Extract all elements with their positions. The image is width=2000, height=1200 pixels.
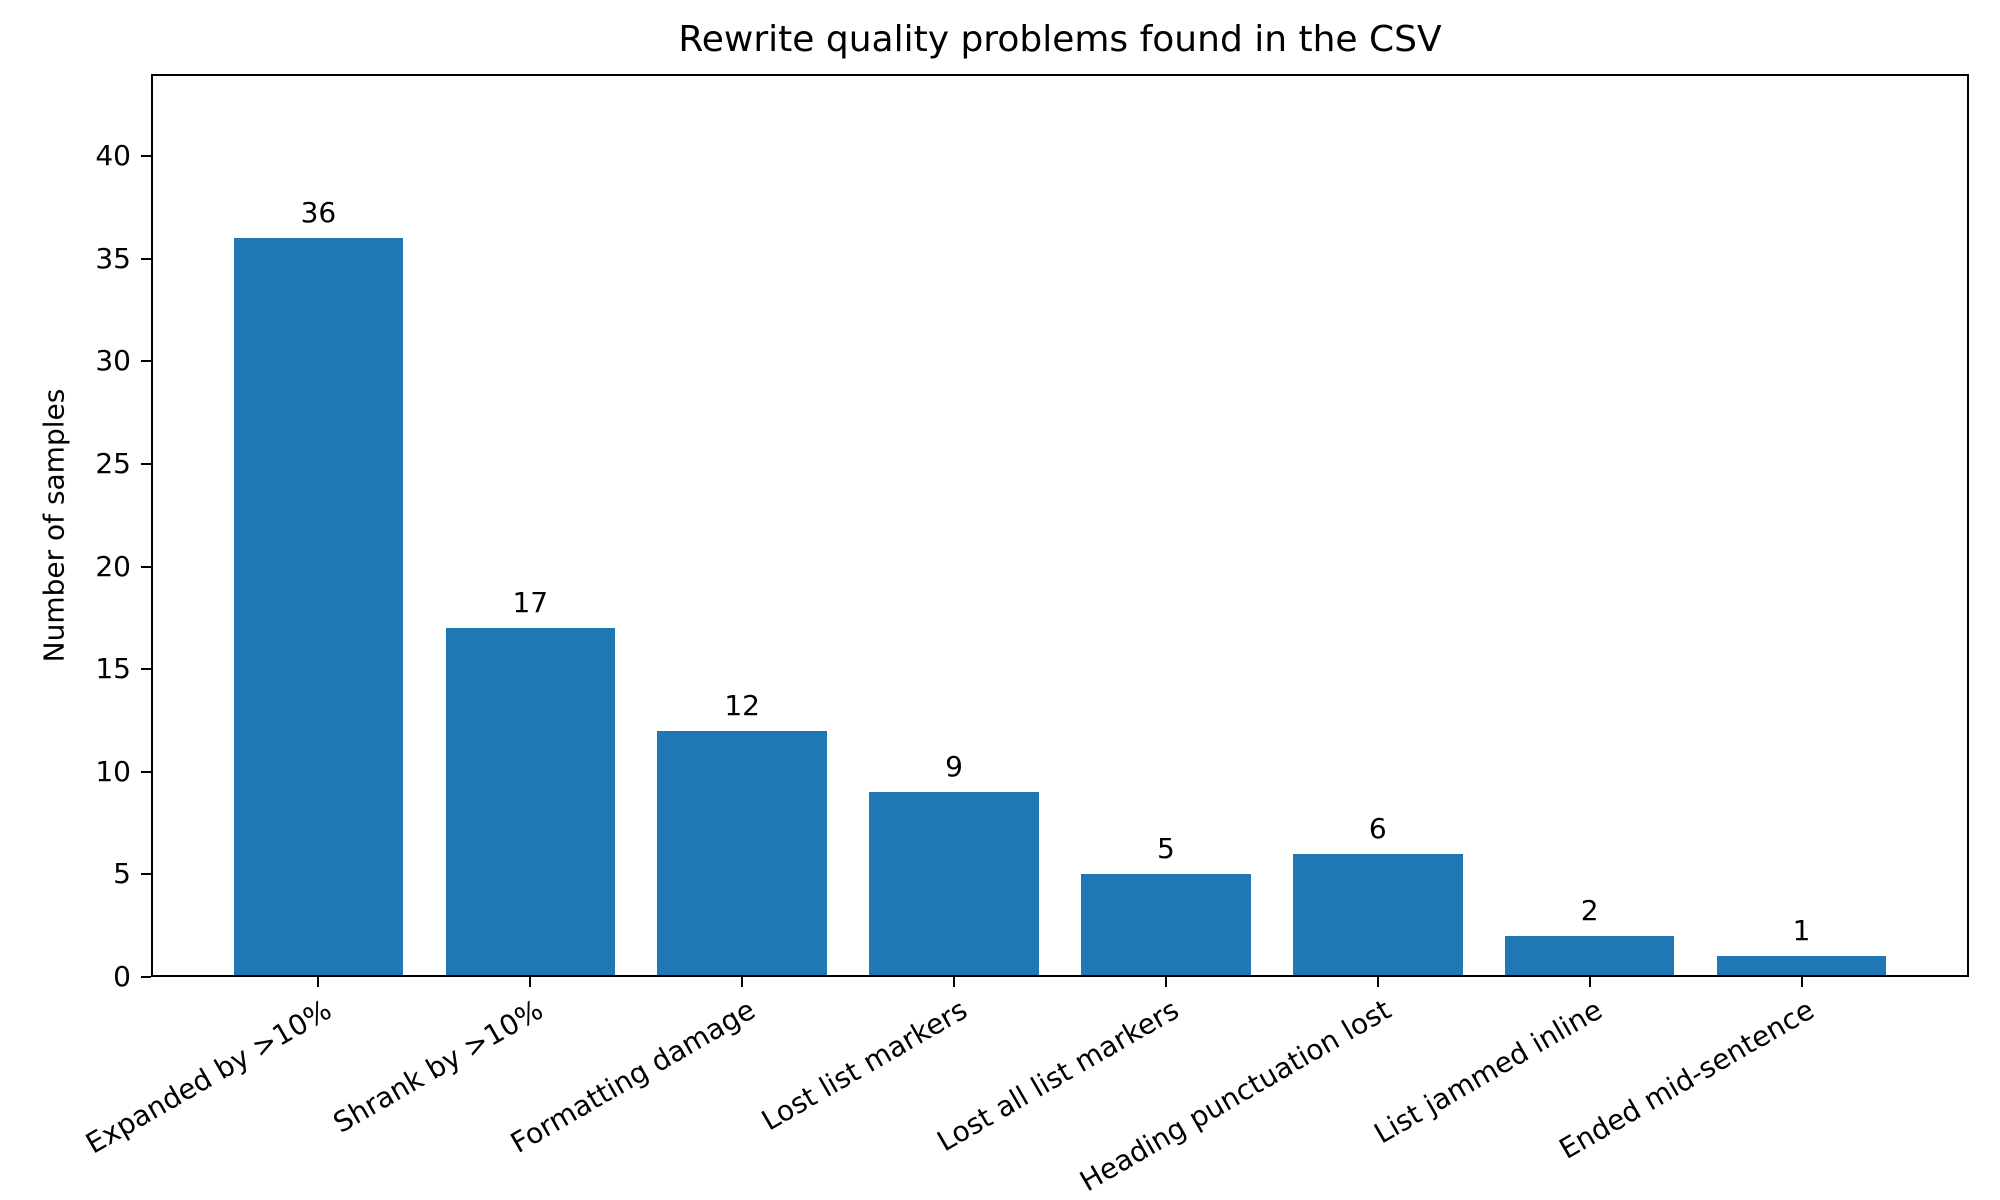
bar bbox=[445, 628, 616, 977]
bar bbox=[1293, 853, 1463, 977]
bar bbox=[233, 238, 404, 977]
y-tick-label: 20 bbox=[95, 549, 131, 583]
y-tick-label: 25 bbox=[95, 446, 131, 480]
bar bbox=[1081, 874, 1251, 977]
bar-value-label: 5 bbox=[1157, 832, 1175, 866]
bar-value-label: 12 bbox=[724, 688, 760, 722]
bar-value-label: 6 bbox=[1368, 811, 1387, 845]
y-tick-mark bbox=[141, 770, 151, 773]
y-tick-label: 40 bbox=[95, 139, 131, 173]
bar-value-label: 17 bbox=[512, 586, 549, 620]
x-tick-mark bbox=[1800, 977, 1803, 987]
x-tick-mark bbox=[741, 977, 744, 987]
y-tick-mark bbox=[141, 565, 151, 568]
bar-value-label: 9 bbox=[945, 750, 963, 784]
y-axis-title: Number of samples bbox=[36, 74, 72, 977]
bar bbox=[1504, 935, 1675, 977]
y-tick-mark bbox=[141, 873, 151, 876]
bar bbox=[1716, 956, 1887, 977]
x-tick-mark bbox=[1376, 977, 1379, 987]
bar bbox=[657, 730, 827, 977]
chart-title: Rewrite quality problems found in the CS… bbox=[678, 19, 1442, 60]
x-tick-mark bbox=[1164, 977, 1167, 987]
bar-value-label: 2 bbox=[1580, 893, 1599, 927]
y-tick-label: 10 bbox=[95, 754, 131, 788]
bar-value-label: 1 bbox=[1792, 914, 1811, 948]
y-tick-label: 35 bbox=[95, 241, 131, 275]
x-tick-mark bbox=[317, 977, 320, 987]
x-tick-label: Expanded by >10% bbox=[80, 993, 337, 1161]
y-tick-mark bbox=[141, 462, 151, 465]
y-tick-label: 0 bbox=[113, 960, 131, 993]
y-tick-label: 30 bbox=[95, 344, 131, 378]
x-tick-mark bbox=[1588, 977, 1591, 987]
y-tick-mark bbox=[141, 976, 151, 978]
bar-value-label: 36 bbox=[300, 196, 337, 230]
x-tick-label: Lost list markers bbox=[755, 993, 973, 1138]
x-tick-mark bbox=[529, 977, 532, 987]
y-tick-mark bbox=[141, 668, 151, 671]
y-tick-mark bbox=[141, 155, 151, 158]
bar bbox=[869, 792, 1039, 977]
x-tick-label: Shrank by >10% bbox=[327, 993, 549, 1140]
y-tick-label: 5 bbox=[113, 857, 131, 891]
y-axis-title-text: Number of samples bbox=[37, 388, 71, 663]
x-tick-mark bbox=[953, 977, 956, 987]
y-tick-mark bbox=[141, 257, 151, 260]
y-tick-label: 15 bbox=[95, 652, 131, 686]
y-tick-mark bbox=[141, 360, 151, 363]
plot-area-border bbox=[151, 74, 1969, 977]
